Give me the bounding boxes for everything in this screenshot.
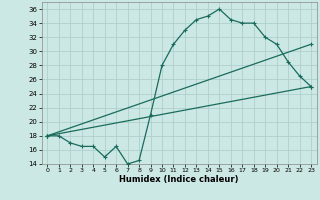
X-axis label: Humidex (Indice chaleur): Humidex (Indice chaleur) [119, 175, 239, 184]
